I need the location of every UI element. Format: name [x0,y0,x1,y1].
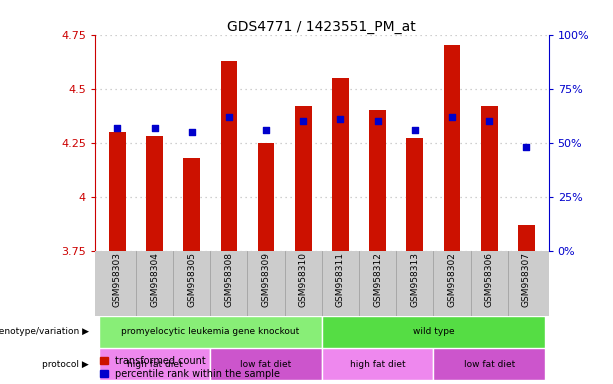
Text: GSM958307: GSM958307 [522,252,531,307]
FancyBboxPatch shape [210,348,322,380]
Bar [332,78,349,251]
Point [112,124,122,131]
FancyBboxPatch shape [322,348,433,380]
Point [522,144,531,150]
Text: GSM958302: GSM958302 [447,252,457,307]
Text: low fat diet: low fat diet [240,359,292,369]
Text: promyelocytic leukemia gene knockout: promyelocytic leukemia gene knockout [121,328,299,336]
Point [373,118,383,124]
Text: wild type: wild type [413,328,454,336]
Point [299,118,308,124]
Text: GSM958309: GSM958309 [262,252,270,307]
FancyBboxPatch shape [99,348,210,380]
Legend: transformed count, percentile rank within the sample: transformed count, percentile rank withi… [100,356,280,379]
Bar [183,158,200,251]
Text: protocol ▶: protocol ▶ [42,359,89,369]
Text: GSM958308: GSM958308 [224,252,234,307]
Point [187,129,197,135]
Text: GSM958305: GSM958305 [187,252,196,307]
Text: GSM958312: GSM958312 [373,252,382,307]
Text: high fat diet: high fat diet [127,359,182,369]
Bar [369,110,386,251]
FancyBboxPatch shape [322,316,545,348]
Bar [406,138,423,251]
Bar [109,132,126,251]
Text: GSM958306: GSM958306 [485,252,493,307]
Bar [518,225,535,251]
Text: GSM958303: GSM958303 [113,252,122,307]
Text: high fat diet: high fat diet [350,359,405,369]
Bar [444,45,460,251]
Point [484,118,494,124]
Point [335,116,345,122]
Bar [481,106,498,251]
Point [261,127,271,133]
Title: GDS4771 / 1423551_PM_at: GDS4771 / 1423551_PM_at [227,20,416,33]
Text: GSM958304: GSM958304 [150,252,159,307]
Point [410,127,420,133]
Bar [146,136,163,251]
Bar [221,61,237,251]
Point [150,124,159,131]
Text: genotype/variation ▶: genotype/variation ▶ [0,328,89,336]
Bar [257,143,275,251]
Text: GSM958311: GSM958311 [336,252,345,307]
Point [447,114,457,120]
FancyBboxPatch shape [433,348,545,380]
Text: GSM958313: GSM958313 [410,252,419,307]
Text: low fat diet: low fat diet [463,359,515,369]
Point [224,114,234,120]
Bar [295,106,311,251]
FancyBboxPatch shape [99,316,322,348]
Text: GSM958310: GSM958310 [299,252,308,307]
